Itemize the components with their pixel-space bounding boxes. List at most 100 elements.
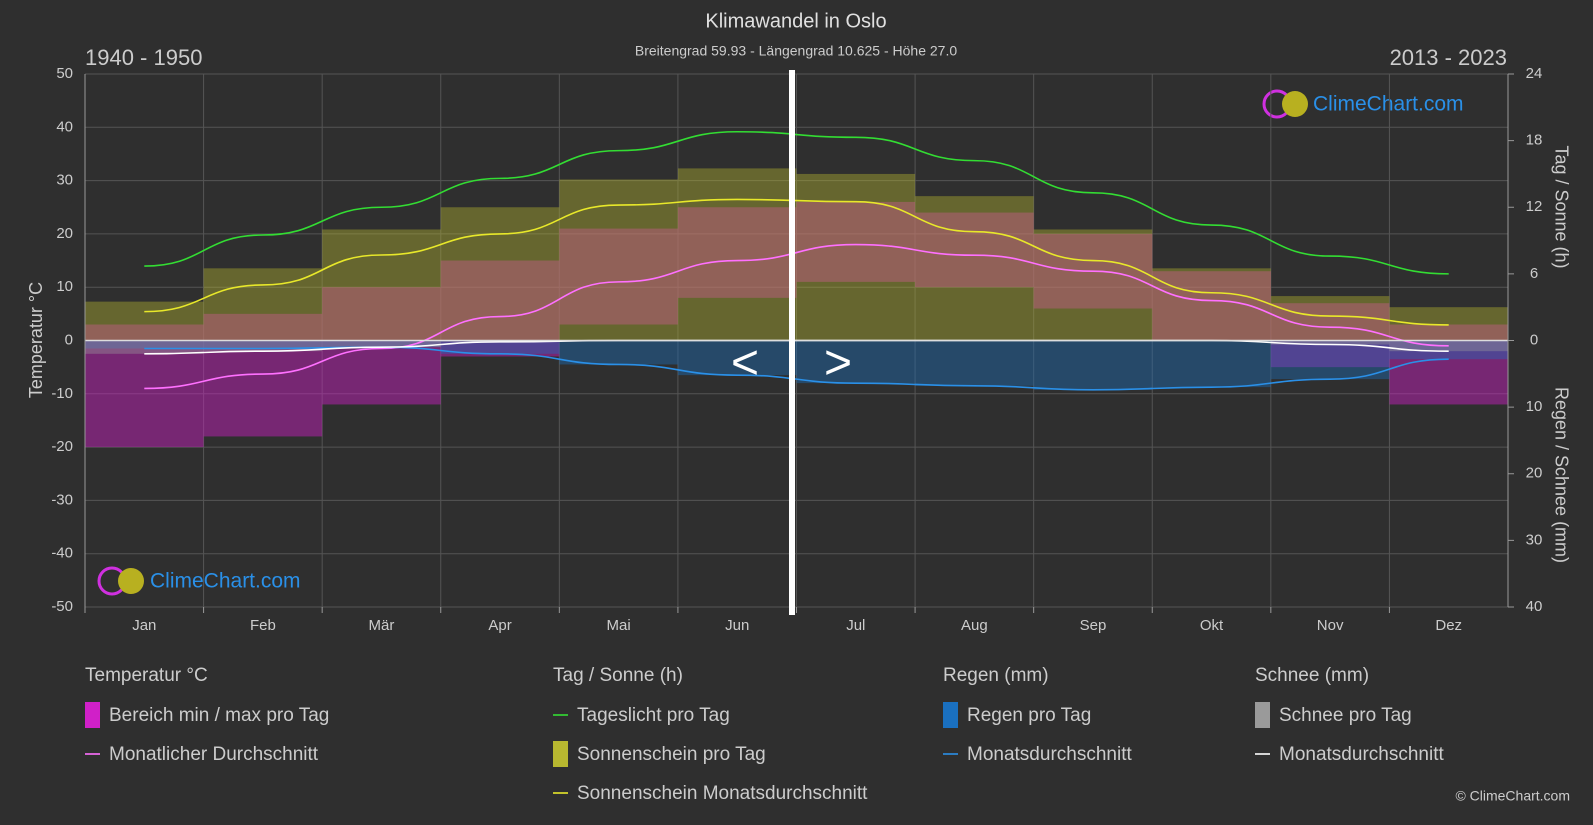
copyright: © ClimeChart.com bbox=[1455, 788, 1570, 804]
y-tick-label: -10 bbox=[51, 385, 73, 402]
legend-label: Monatsdurchschnitt bbox=[967, 744, 1132, 765]
legend-swatch bbox=[943, 702, 958, 728]
bar bbox=[440, 340, 560, 354]
y2-axis-label: Tag / Sonne (h) bbox=[1551, 145, 1571, 268]
x-tick-label: Jan bbox=[132, 617, 156, 634]
bar bbox=[1033, 340, 1153, 390]
y2-tick-label: 24 bbox=[1526, 65, 1543, 82]
y-axis-label: Temperatur °C bbox=[26, 282, 46, 398]
chart-subtitle: Breitengrad 59.93 - Längengrad 10.625 - … bbox=[635, 43, 957, 59]
y2-tick-label: 12 bbox=[1526, 198, 1543, 215]
bar bbox=[322, 229, 441, 341]
y3-tick-label: 20 bbox=[1526, 465, 1543, 482]
bar bbox=[915, 340, 1034, 386]
y-tick-label: 50 bbox=[56, 65, 73, 82]
bar bbox=[85, 340, 204, 349]
y-tick-label: -40 bbox=[51, 545, 73, 562]
temperature-range bbox=[677, 207, 797, 298]
bar bbox=[322, 340, 441, 348]
temperature-range bbox=[1389, 324, 1508, 405]
bar bbox=[1152, 340, 1271, 388]
x-tick-label: Feb bbox=[250, 617, 276, 634]
bar bbox=[1270, 340, 1390, 380]
brand-logo-bottom: ClimeChart.com bbox=[97, 566, 301, 596]
bar bbox=[1389, 307, 1508, 341]
bar bbox=[1389, 340, 1508, 360]
bar bbox=[203, 268, 323, 341]
bar bbox=[915, 196, 1034, 341]
y-tick-label: 0 bbox=[65, 331, 73, 348]
y2-tick-label: 18 bbox=[1526, 132, 1543, 149]
x-tick-label: Jul bbox=[846, 617, 865, 634]
legend-label: Bereich min / max pro Tag bbox=[109, 705, 329, 726]
y-tick-label: -20 bbox=[51, 438, 73, 455]
bar bbox=[322, 340, 441, 348]
bar bbox=[85, 340, 204, 354]
x-tick-label: Mai bbox=[607, 617, 631, 634]
bar bbox=[796, 340, 916, 384]
bar bbox=[1152, 268, 1271, 341]
legend-swatch bbox=[85, 702, 100, 728]
bar bbox=[203, 340, 323, 352]
x-tick-label: Okt bbox=[1200, 617, 1224, 634]
bar bbox=[440, 207, 560, 341]
nav-next[interactable]: > bbox=[824, 337, 852, 390]
brand-text: ClimeChart.com bbox=[150, 570, 301, 593]
legend-swatch bbox=[1255, 702, 1270, 728]
y-tick-label: 40 bbox=[56, 118, 73, 135]
overlay: < > bbox=[731, 70, 852, 615]
bar bbox=[559, 179, 678, 341]
brand-text: ClimeChart.com bbox=[1313, 93, 1464, 116]
bar bbox=[203, 340, 323, 349]
y2-tick-label: 6 bbox=[1530, 265, 1538, 282]
y3-axis-label: Regen / Schnee (mm) bbox=[1551, 387, 1571, 563]
series-line bbox=[144, 198, 1449, 326]
bar bbox=[796, 173, 916, 341]
y2-tick-label: 0 bbox=[1530, 331, 1538, 348]
x-tick-label: Nov bbox=[1317, 617, 1344, 634]
legend-group-title: Schnee (mm) bbox=[1255, 665, 1369, 686]
y-tick-label: -30 bbox=[51, 491, 73, 508]
y-tick-label: 10 bbox=[56, 278, 73, 295]
nav-prev[interactable]: < bbox=[731, 337, 759, 390]
bar bbox=[559, 340, 678, 365]
legend-label: Sonnenschein Monatsdurchschnitt bbox=[577, 783, 868, 804]
period-left: 1940 - 1950 bbox=[85, 45, 202, 70]
x-tick-label: Apr bbox=[488, 617, 511, 634]
y-tick-label: 20 bbox=[56, 225, 73, 242]
period-divider bbox=[789, 70, 795, 615]
y-tick-label: 30 bbox=[56, 172, 73, 189]
bar bbox=[677, 168, 797, 341]
x-tick-label: Jun bbox=[725, 617, 749, 634]
bar bbox=[1270, 340, 1390, 345]
plot-area: -50 -40 -30 -20 -10 0 10 20 30 40 50 0 6 12 18 24 10 20 30… bbox=[51, 65, 1542, 634]
x-tick-label: Aug bbox=[961, 617, 988, 634]
chart-title: Klimawandel in Oslo bbox=[705, 10, 886, 32]
temperature-range bbox=[203, 313, 323, 437]
logo-sun bbox=[1282, 91, 1308, 117]
x-tick-label: Mär bbox=[369, 617, 395, 634]
period-right: 2013 - 2023 bbox=[1390, 45, 1507, 70]
y3-tick-label: 40 bbox=[1526, 598, 1543, 615]
y-tick-label: -50 bbox=[51, 598, 73, 615]
legend-group-title: Tag / Sonne (h) bbox=[553, 665, 683, 686]
temperature-range bbox=[796, 201, 916, 282]
bar bbox=[1033, 229, 1153, 341]
bar bbox=[85, 301, 204, 341]
y3-tick-label: 30 bbox=[1526, 531, 1543, 548]
legend-group-title: Temperatur °C bbox=[85, 665, 208, 686]
legend-label: Sonnenschein pro Tag bbox=[577, 744, 766, 765]
legend-label: Regen pro Tag bbox=[967, 705, 1091, 726]
temperature-range bbox=[1270, 303, 1390, 368]
brand-logo-top: ClimeChart.com bbox=[1262, 89, 1464, 119]
legend-label: Tageslicht pro Tag bbox=[577, 705, 730, 726]
legend-swatch bbox=[553, 741, 568, 767]
x-tick-label: Sep bbox=[1080, 617, 1107, 634]
legend-group-title: Regen (mm) bbox=[943, 665, 1049, 686]
bar bbox=[677, 340, 797, 376]
legend-label: Monatlicher Durchschnitt bbox=[109, 744, 319, 765]
legend-label: Monatsdurchschnitt bbox=[1279, 744, 1444, 765]
logo-sun bbox=[118, 568, 144, 594]
